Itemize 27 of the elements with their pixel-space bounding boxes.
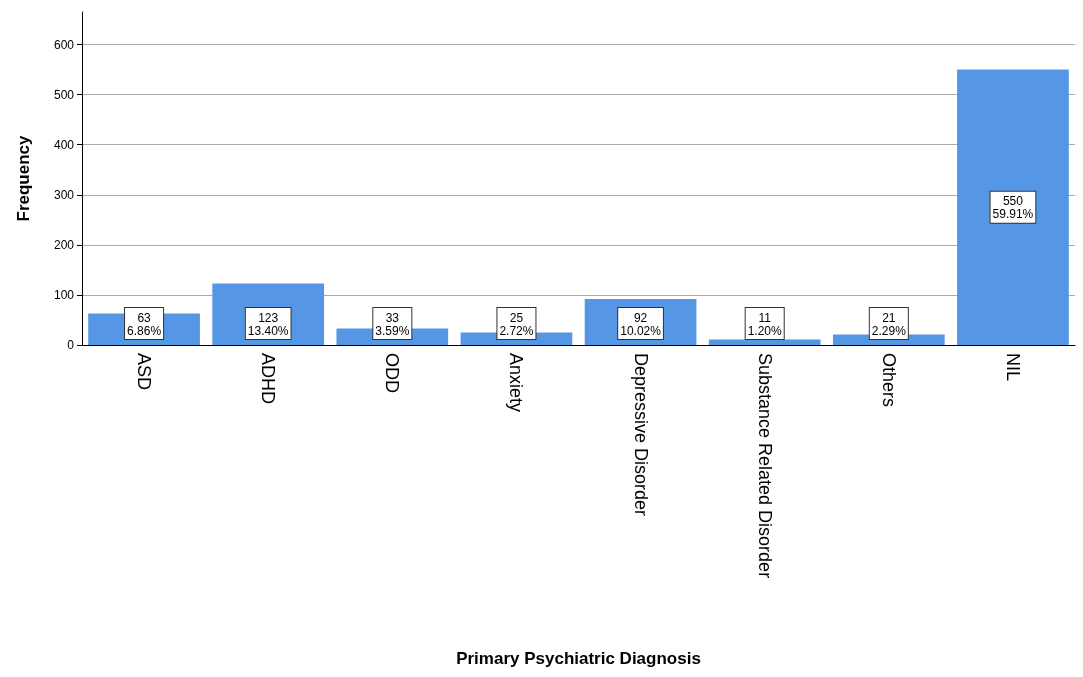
data-label: 92 10.02% (620, 310, 662, 338)
y-axis-title: Frequency (14, 134, 33, 222)
x-tick-label: ODD (382, 353, 403, 393)
x-tick-label: Anxiety (506, 353, 527, 413)
y-tick-label: 100 (53, 287, 75, 302)
x-tick-label: Depressive Disorder (630, 353, 651, 517)
bar (957, 69, 1069, 345)
x-tick-label: ASD (134, 353, 155, 391)
x-tick-label: Substance Related Disorder (754, 353, 775, 579)
data-label: 63 6.86% (127, 310, 162, 338)
y-tick-label: 400 (53, 137, 75, 152)
bar (708, 339, 821, 345)
y-tick-label: 0 (67, 338, 75, 352)
x-tick-label: Others (878, 353, 899, 408)
y-tick-label: 300 (53, 187, 75, 202)
data-label: 550 59.91% (992, 193, 1034, 221)
y-tick-label: 600 (53, 37, 75, 52)
x-tick-label: ADHD (258, 353, 279, 405)
data-label: 11 1.20% (747, 310, 783, 338)
x-tick-label: NIL (1002, 353, 1023, 382)
x-axis-title: Primary Psychiatric Diagnosis (456, 649, 701, 668)
data-label: 33 3.59% (375, 310, 410, 338)
data-label: 25 2.72% (499, 310, 534, 338)
y-tick-label: 500 (53, 87, 75, 102)
y-tick-label: 200 (53, 237, 75, 252)
data-label: 21 2.29% (871, 310, 907, 338)
data-label: 123 13.40% (247, 310, 289, 338)
